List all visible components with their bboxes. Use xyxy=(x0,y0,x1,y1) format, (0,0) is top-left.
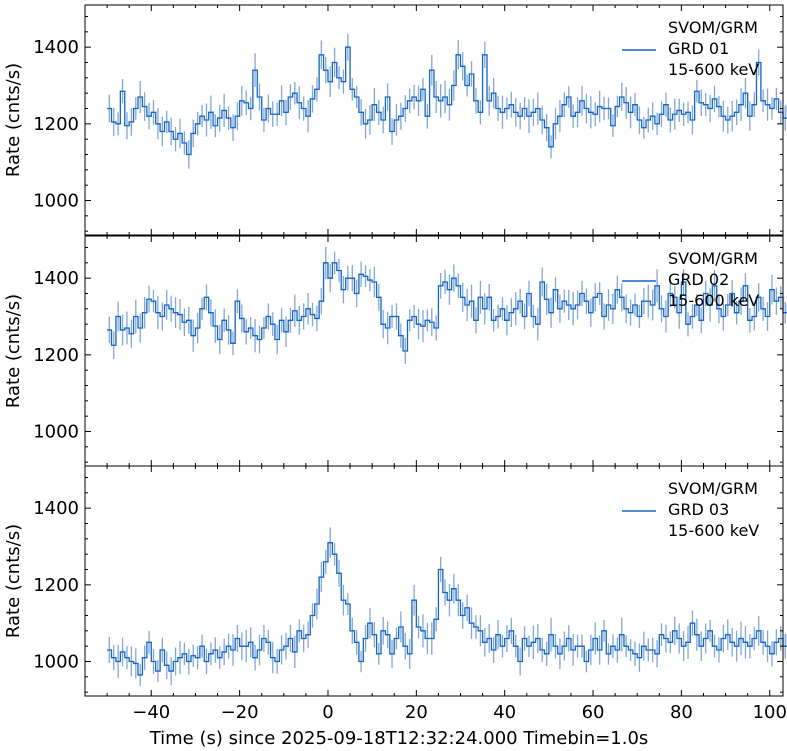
x-tick-label: 0 xyxy=(322,702,333,723)
series-line xyxy=(107,46,787,156)
series-line xyxy=(107,542,787,676)
x-tick-label: 20 xyxy=(405,702,428,723)
panel-2: 1000 1200 1400 Rate (cnts/s) SVOM/GRM GRD 02 1… xyxy=(3,235,787,467)
x-tick-label: 60 xyxy=(582,702,605,723)
y-axis-label: Rate (cnts/s) xyxy=(3,63,24,177)
x-tick-label: 40 xyxy=(493,702,516,723)
y-axis-label: Rate (cnts/s) xyxy=(3,294,24,408)
x-tick-label: −20 xyxy=(221,702,259,723)
legend-label: SVOM/GRM xyxy=(668,479,758,498)
panel-3: 1000 1200 1400 Rate (cnts/s) SVOM/GRM GRD 03 1… xyxy=(3,465,787,697)
y-tick-label: 1000 xyxy=(33,191,79,212)
legend-label: 15-600 keV xyxy=(668,291,759,310)
y-tick-label: 1400 xyxy=(33,498,79,519)
panel-1: 1000 1200 1400 Rate (cnts/s) SVOM/GRM GRD 01 1… xyxy=(3,4,787,236)
y-tick-label: 1400 xyxy=(33,37,79,58)
legend-label: SVOM/GRM xyxy=(668,18,758,37)
legend: SVOM/GRM GRD 02 15-600 keV xyxy=(622,249,759,310)
x-tick-label: −40 xyxy=(132,702,170,723)
legend: SVOM/GRM GRD 03 15-600 keV xyxy=(622,479,759,540)
legend-label: 15-600 keV xyxy=(668,60,759,79)
y-axis-label: Rate (cnts/s) xyxy=(3,524,24,638)
x-tick-label: 80 xyxy=(670,702,693,723)
legend-label: GRD 01 xyxy=(668,39,729,58)
legend-label: GRD 03 xyxy=(668,500,729,519)
x-axis-label: Time (s) since 2025-09-18T12:32:24.000 T… xyxy=(149,728,649,749)
legend-label: GRD 02 xyxy=(668,270,729,289)
legend-label: SVOM/GRM xyxy=(668,249,758,268)
y-tick-label: 1200 xyxy=(33,345,79,366)
y-tick-label: 1200 xyxy=(33,114,79,135)
y-tick-label: 1000 xyxy=(33,422,79,443)
y-tick-label: 1200 xyxy=(33,575,79,596)
x-tick-label: 100 xyxy=(753,702,787,723)
legend: SVOM/GRM GRD 01 15-600 keV xyxy=(622,18,759,79)
series-line xyxy=(107,262,787,352)
y-tick-label: 1400 xyxy=(33,268,79,289)
panel-frame xyxy=(84,4,784,236)
legend-label: 15-600 keV xyxy=(668,521,759,540)
y-tick-label: 1000 xyxy=(33,652,79,673)
errorbars-3 xyxy=(108,527,786,686)
panel-frame xyxy=(84,465,784,697)
